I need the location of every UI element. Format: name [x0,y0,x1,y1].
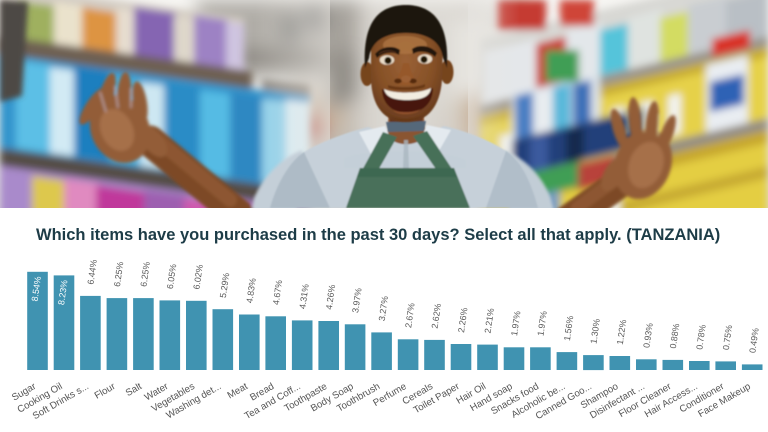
svg-text:5.29%: 5.29% [218,272,231,298]
svg-text:1.97%: 1.97% [535,310,548,336]
svg-text:3.27%: 3.27% [377,295,390,321]
svg-text:0.88%: 0.88% [668,323,681,349]
svg-text:2.21%: 2.21% [483,307,496,333]
svg-text:6.05%: 6.05% [165,263,178,289]
svg-text:1.22%: 1.22% [615,319,628,345]
svg-text:0.93%: 0.93% [641,322,654,348]
svg-text:6.25%: 6.25% [138,261,151,287]
svg-text:1.56%: 1.56% [562,315,575,341]
svg-text:8.54%: 8.54% [30,276,43,302]
svg-text:6.02%: 6.02% [191,264,204,290]
svg-text:0.75%: 0.75% [721,324,734,350]
svg-text:0.78%: 0.78% [694,324,707,350]
svg-text:0.49%: 0.49% [747,327,760,353]
svg-text:Which items have you purchased: Which items have you purchased in the pa… [36,226,720,244]
svg-text:3.97%: 3.97% [350,287,363,313]
svg-text:4.67%: 4.67% [271,279,284,305]
svg-text:1.97%: 1.97% [509,310,522,336]
svg-text:2.67%: 2.67% [403,302,416,328]
svg-text:2.26%: 2.26% [456,307,469,333]
svg-text:4.83%: 4.83% [244,277,257,303]
svg-text:2.62%: 2.62% [430,303,443,329]
svg-text:8.23%: 8.23% [56,279,69,305]
svg-text:4.26%: 4.26% [324,284,337,310]
svg-text:4.31%: 4.31% [297,283,310,309]
svg-text:6.25%: 6.25% [112,261,125,287]
svg-text:6.44%: 6.44% [85,259,98,285]
svg-text:1.30%: 1.30% [588,318,601,344]
